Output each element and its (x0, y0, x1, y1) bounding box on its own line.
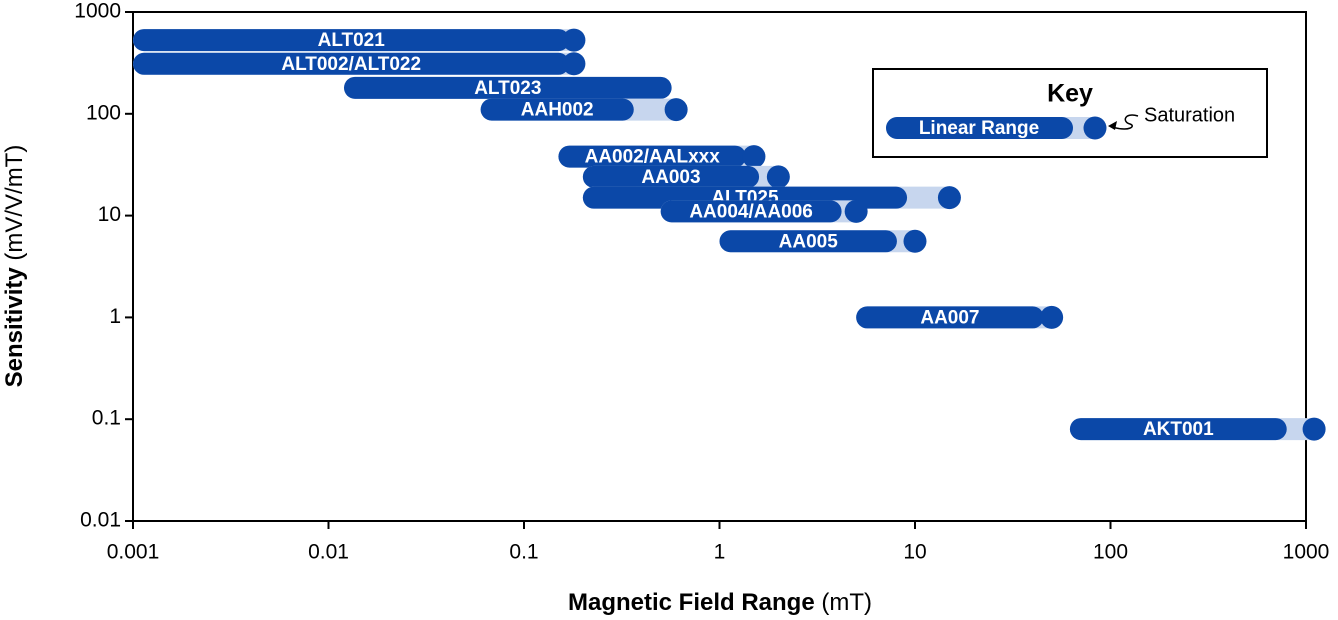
saturation-dot (664, 98, 688, 122)
saturation-dot (903, 229, 927, 253)
legend-arrowhead (1108, 121, 1117, 130)
x-tick-label: 0.01 (308, 541, 349, 564)
legend-saturation-label: Saturation (1144, 104, 1235, 126)
bar-label: AKT001 (1143, 419, 1214, 440)
y-axis-label: Sensitivity (mV/V/mT) (1, 145, 28, 388)
y-tick-label: 100 (86, 101, 121, 124)
y-tick-label: 1000 (74, 0, 121, 23)
y-tick-label: 0.1 (92, 407, 121, 430)
saturation-dot (844, 199, 868, 223)
x-axis-label: Magnetic Field Range (mT) (568, 589, 872, 616)
saturation-dot (1040, 305, 1064, 329)
bar-label: AA002/AALxxx (585, 147, 721, 168)
saturation-dot (562, 28, 586, 52)
y-axis-label-main: Sensitivity (1, 267, 28, 388)
legend-linear-label: Linear Range (919, 118, 1039, 139)
saturation-dot (766, 165, 790, 189)
x-axis-label-unit: (mT) (821, 589, 872, 616)
plot-frame (132, 11, 1307, 522)
bar-label: ALT021 (318, 30, 386, 51)
x-tick-label: 0.1 (509, 541, 538, 564)
y-axis-label-unit: (mV/V/mT) (1, 145, 28, 261)
bar-label: AAH002 (521, 100, 594, 121)
x-tick-label: 1 (714, 541, 726, 564)
x-tick-label: 0.001 (107, 541, 160, 564)
legend: Key Linear Range Saturation (872, 68, 1268, 158)
bar-label: ALT002/ALT022 (281, 54, 421, 75)
y-tick-label: 1 (109, 305, 121, 328)
bar-label: AA005 (779, 231, 839, 252)
bar-label: AA007 (920, 307, 979, 328)
saturation-dot (742, 145, 766, 169)
legend-saturation-dot (1083, 116, 1107, 140)
saturation-dot (1302, 417, 1326, 441)
saturation-dot (937, 186, 961, 210)
x-tick-label: 10 (903, 541, 926, 564)
x-tick-label: 1000 (1283, 541, 1330, 564)
legend-title: Key (1047, 80, 1093, 108)
legend-box (872, 68, 1268, 158)
bar-label: AA003 (641, 167, 700, 188)
x-tick-label: 100 (1093, 541, 1128, 564)
bar-label: ALT023 (474, 78, 541, 99)
saturation-dot (562, 52, 586, 76)
x-axis-label-main: Magnetic Field Range (568, 589, 815, 616)
bar-label: AA004/AA006 (689, 201, 813, 222)
y-tick-label: 0.01 (80, 509, 121, 532)
y-tick-label: 10 (98, 203, 121, 226)
legend-arrow (1111, 114, 1139, 130)
